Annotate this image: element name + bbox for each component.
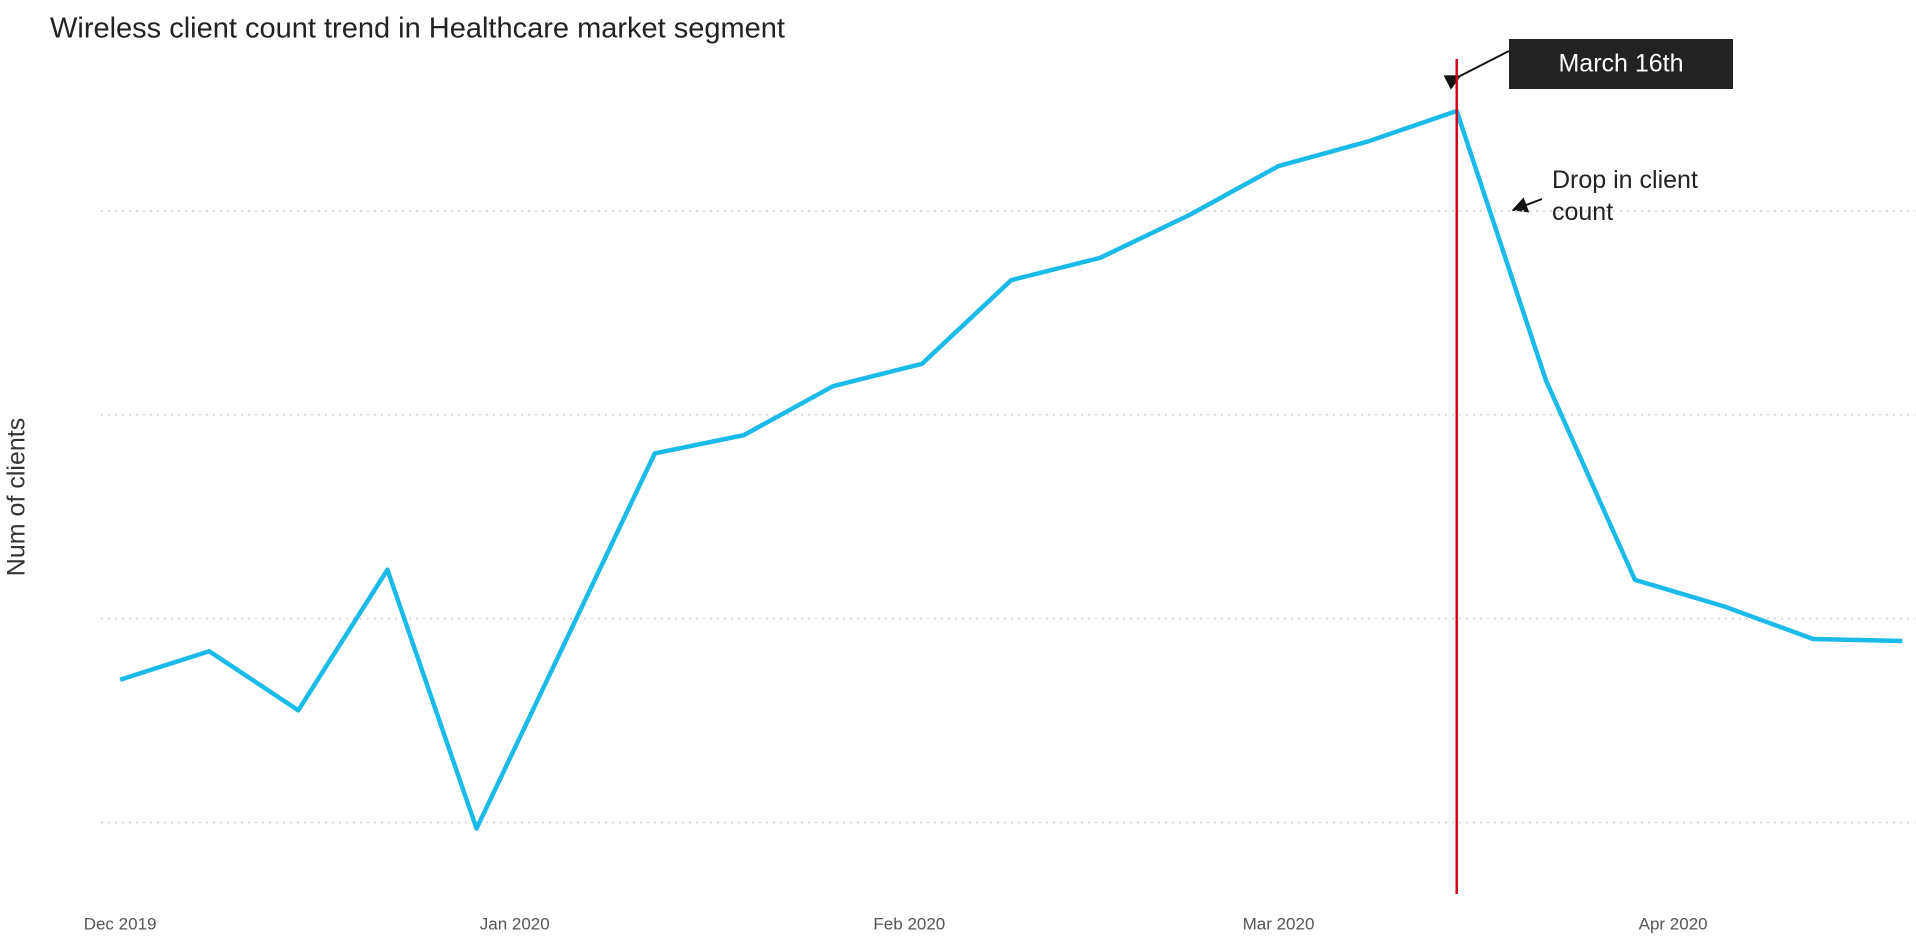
line	[119, 108, 1903, 831]
x-tick-label: Jan 2020	[480, 914, 550, 933]
callout-label: March 16th	[1558, 50, 1683, 78]
x-tick-label: Feb 2020	[873, 914, 945, 933]
callout-box	[1509, 39, 1733, 89]
annotation: Drop in client count	[1552, 166, 1698, 226]
x-tick-label: Dec 2019	[84, 914, 157, 933]
chart-title: Wireless client count trend in Healthcar…	[50, 13, 785, 45]
x-tick-label: Apr 2020	[1639, 914, 1708, 933]
x-tick-label: Mar 2020	[1243, 914, 1315, 933]
callout-arrow	[1443, 50, 1510, 90]
note-arrow	[1511, 197, 1543, 213]
y-axis-label: Num of clients	[3, 418, 31, 576]
